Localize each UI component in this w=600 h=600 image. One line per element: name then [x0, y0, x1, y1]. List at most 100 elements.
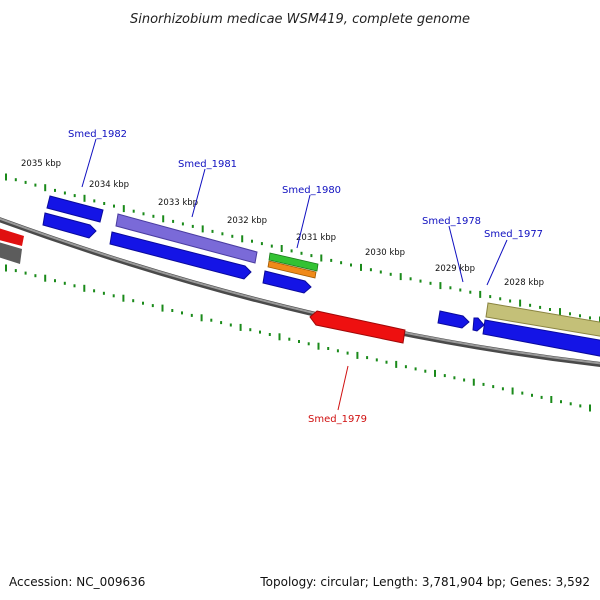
- gene-feature-smed-1978[interactable]: [437, 310, 470, 329]
- ruler-lower-minor-tick: [307, 342, 310, 346]
- ruler-lower-minor-tick: [298, 340, 300, 343]
- ruler-lower-major-tick: [434, 369, 436, 377]
- ruler-upper-minor-tick: [231, 234, 234, 238]
- ruler-lower-minor-tick: [190, 313, 193, 317]
- ruler-upper-minor-tick: [330, 258, 333, 262]
- ruler-lower-major-tick: [83, 284, 86, 292]
- ruler-lower-major-tick: [511, 387, 514, 395]
- ruler-lower-major-tick: [317, 342, 320, 350]
- leader-line-smed-1978: [448, 225, 464, 283]
- ruler-upper-minor-tick: [54, 188, 56, 192]
- ruler-lower-minor-tick: [229, 323, 232, 327]
- ruler-lower-minor-tick: [463, 378, 466, 382]
- ruler-lower-minor-tick: [93, 289, 96, 293]
- ruler-upper-minor-tick: [369, 268, 372, 272]
- ruler-upper-minor-tick: [409, 277, 412, 281]
- gene-feature-smed-1980-cds[interactable]: [262, 270, 312, 294]
- gene-feature-smed-1981[interactable]: [115, 213, 258, 264]
- leader-line-smed-1980: [296, 194, 311, 249]
- ruler-upper-major-tick: [280, 245, 283, 252]
- ruler-lower-minor-tick: [492, 385, 495, 389]
- ruler-lower-major-tick: [395, 360, 398, 368]
- ruler-upper-minor-tick: [73, 194, 76, 198]
- genome-summary-text: Topology: circular; Length: 3,781,904 bp…: [259, 575, 590, 589]
- ruler-lower-minor-tick: [34, 274, 37, 278]
- ruler-upper-minor-tick: [539, 305, 542, 309]
- ruler-lower-major-tick: [278, 333, 281, 341]
- ruler-lower-minor-tick: [54, 279, 56, 283]
- ruler-label-2029: 2029 kbp: [435, 264, 475, 274]
- ruler-lower-minor-tick: [142, 301, 144, 305]
- ruler-lower-minor-tick: [181, 311, 183, 315]
- gene-feature-smed-1978-small[interactable]: [472, 317, 485, 332]
- ruler-upper-minor-tick: [14, 178, 17, 182]
- gene-feature-smed-1980-rna[interactable]: [268, 252, 319, 272]
- ruler-label-2035: 2035 kbp: [21, 159, 61, 169]
- ruler-upper-major-tick: [399, 273, 402, 281]
- ruler-upper-minor-tick: [191, 224, 194, 228]
- gene-label-smed-1978[interactable]: Smed_1978: [422, 216, 481, 227]
- ruler-upper-major-tick: [201, 225, 204, 233]
- ruler-upper-minor-tick: [24, 180, 27, 184]
- ruler-upper-major-tick: [360, 263, 362, 271]
- ruler-ticks-lower: [5, 264, 591, 412]
- ruler-upper-major-tick: [162, 215, 165, 223]
- ruler-upper-minor-tick: [260, 242, 263, 246]
- ruler-upper-minor-tick: [63, 191, 66, 195]
- ruler-lower-minor-tick: [414, 367, 417, 371]
- ruler-lower-minor-tick: [220, 321, 223, 325]
- ruler-lower-minor-tick: [73, 284, 76, 288]
- ruler-lower-major-tick: [589, 404, 591, 412]
- gene-label-smed-1982[interactable]: Smed_1982: [68, 129, 127, 140]
- gene-feature-smed-1982-cds[interactable]: [42, 212, 97, 239]
- ruler-upper-major-tick: [83, 194, 86, 202]
- ruler-lower-minor-tick: [531, 393, 533, 397]
- ruler-lower-major-tick: [550, 396, 553, 403]
- gene-feature-smed-1977-cds[interactable]: [482, 319, 600, 357]
- ruler-lower-minor-tick: [501, 387, 504, 391]
- gene-feature-smed-1979[interactable]: [309, 310, 406, 344]
- ruler-lower-minor-tick: [375, 358, 378, 362]
- gene-feature-smed-1977[interactable]: [485, 302, 600, 337]
- ruler-label-2033: 2033 kbp: [158, 198, 198, 208]
- ruler-upper-minor-tick: [152, 214, 155, 218]
- gene-feature-red-left[interactable]: [0, 227, 24, 246]
- ruler-upper-minor-tick: [310, 254, 313, 258]
- map-title: Sinorhizobium medicae WSM419, complete g…: [130, 12, 470, 27]
- ruler-upper-minor-tick: [350, 263, 352, 267]
- gene-feature-smed-1981-cds[interactable]: [109, 231, 252, 280]
- ruler-upper-major-tick: [44, 184, 47, 192]
- leader-line-smed-1977: [486, 239, 508, 286]
- gene-label-smed-1981[interactable]: Smed_1981: [178, 159, 237, 170]
- ruler-lower-major-tick: [122, 294, 125, 302]
- ruler-upper-minor-tick: [459, 288, 462, 292]
- ruler-lower-minor-tick: [112, 294, 115, 298]
- ruler-upper-minor-tick: [34, 183, 37, 187]
- ruler-upper-major-tick: [519, 299, 522, 307]
- ruler-upper-major-tick: [241, 235, 244, 243]
- gene-feature-smed-1980-rna-2[interactable]: [267, 260, 317, 279]
- gene-feature-smed-1982[interactable]: [46, 195, 104, 223]
- ruler-upper-minor-tick: [499, 297, 502, 301]
- gene-label-smed-1977[interactable]: Smed_1977: [484, 229, 543, 240]
- ruler-upper-major-tick: [479, 290, 482, 298]
- ruler-upper-major-tick: [122, 205, 125, 213]
- ruler-lower-major-tick: [5, 264, 7, 272]
- gene-label-smed-1979[interactable]: Smed_1979: [308, 414, 367, 425]
- ruler-upper-minor-tick: [300, 251, 303, 255]
- ruler-upper-minor-tick: [509, 299, 512, 303]
- ruler-lower-minor-tick: [24, 271, 27, 275]
- ruler-upper-minor-tick: [429, 281, 432, 285]
- ruler-upper-major-tick: [320, 254, 323, 262]
- ruler-lower-minor-tick: [14, 269, 17, 273]
- ruler-upper-minor-tick: [93, 199, 96, 203]
- leader-line-smed-1982: [81, 138, 97, 188]
- ruler-upper-minor-tick: [113, 204, 115, 208]
- ruler-lower-minor-tick: [336, 349, 339, 353]
- gene-label-smed-1980[interactable]: Smed_1980: [282, 185, 341, 196]
- ruler-lower-major-tick: [200, 314, 203, 322]
- gene-feature-gray-left[interactable]: [0, 241, 22, 264]
- ruler-upper-minor-tick: [181, 222, 184, 226]
- ruler-label-2032: 2032 kbp: [227, 216, 267, 226]
